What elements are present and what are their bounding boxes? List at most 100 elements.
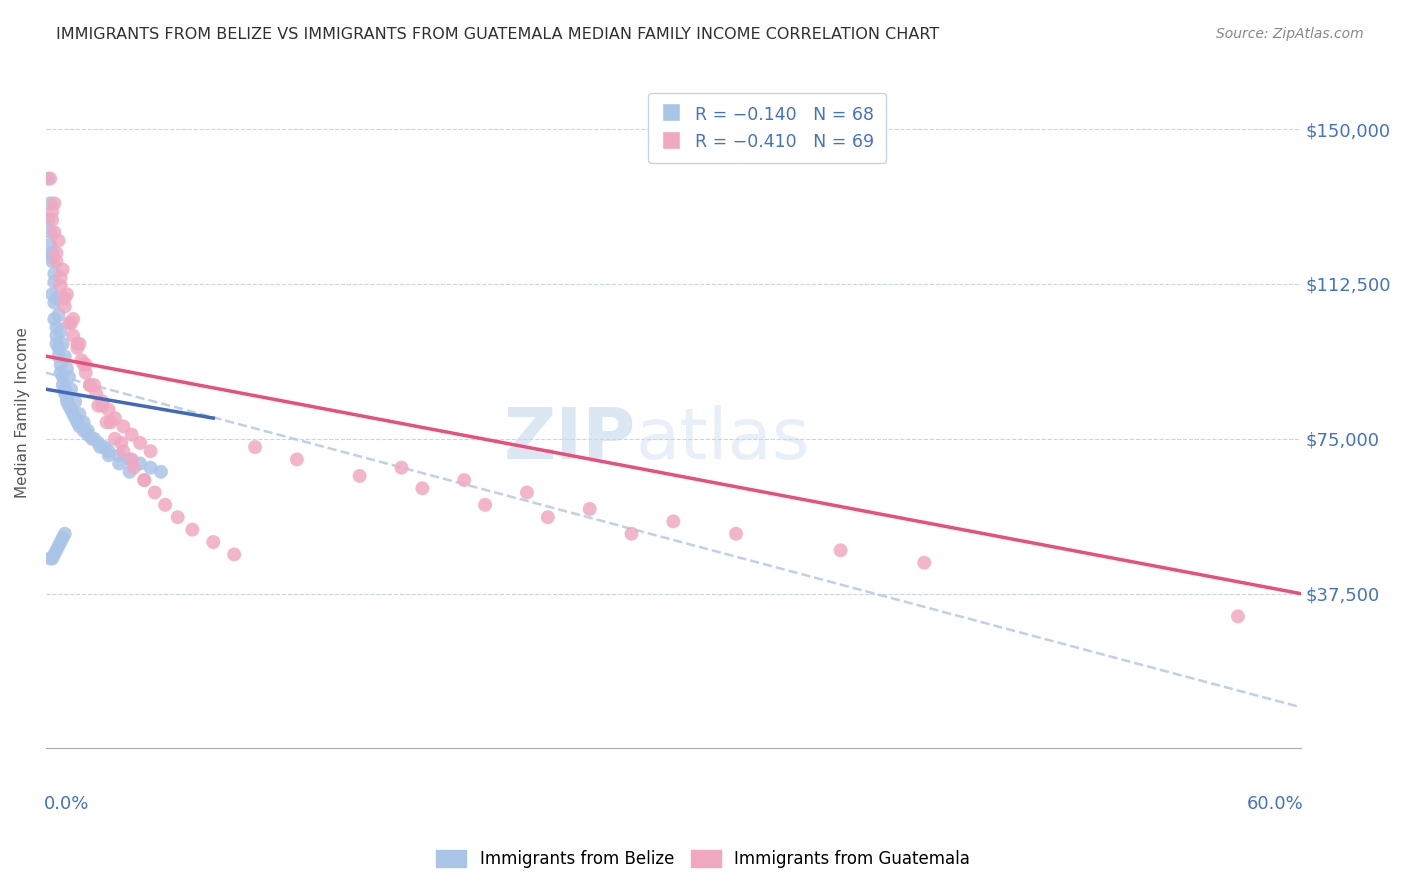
Point — [53, 382, 76, 396]
Point — [48, 539, 70, 553]
Point — [149, 465, 172, 479]
Point — [83, 378, 105, 392]
Point — [58, 399, 80, 413]
Point — [166, 510, 188, 524]
Point — [58, 316, 80, 330]
Y-axis label: Median Family Income: Median Family Income — [15, 327, 30, 499]
Point — [41, 254, 63, 268]
Point — [37, 171, 59, 186]
Text: 0.0%: 0.0% — [44, 796, 89, 814]
Point — [83, 432, 105, 446]
Text: 60.0%: 60.0% — [1246, 796, 1303, 814]
Point — [60, 382, 83, 396]
Point — [60, 402, 83, 417]
Point — [66, 341, 89, 355]
Point — [49, 270, 72, 285]
Point — [44, 312, 66, 326]
Point — [66, 336, 89, 351]
Point — [41, 287, 63, 301]
Point — [56, 287, 79, 301]
Point — [65, 411, 87, 425]
Point — [453, 473, 475, 487]
Point — [122, 460, 145, 475]
Point — [1226, 609, 1249, 624]
Point — [91, 399, 114, 413]
Point — [58, 369, 80, 384]
Point — [62, 312, 84, 326]
Point — [75, 358, 97, 372]
Point — [45, 246, 67, 260]
Text: IMMIGRANTS FROM BELIZE VS IMMIGRANTS FROM GUATEMALA MEDIAN FAMILY INCOME CORRELA: IMMIGRANTS FROM BELIZE VS IMMIGRANTS FRO… — [56, 27, 939, 42]
Point — [45, 328, 67, 343]
Point — [39, 171, 62, 186]
Point — [129, 436, 152, 450]
Point — [45, 320, 67, 334]
Point — [89, 440, 111, 454]
Point — [662, 514, 685, 528]
Point — [118, 465, 141, 479]
Point — [97, 402, 120, 417]
Point — [65, 394, 87, 409]
Point — [91, 394, 114, 409]
Point — [349, 469, 371, 483]
Point — [112, 419, 135, 434]
Legend: Immigrants from Belize, Immigrants from Guatemala: Immigrants from Belize, Immigrants from … — [430, 843, 976, 875]
Point — [139, 444, 162, 458]
Point — [67, 407, 90, 421]
Point — [41, 246, 63, 260]
Point — [181, 523, 204, 537]
Point — [53, 291, 76, 305]
Point — [52, 336, 75, 351]
Point — [45, 291, 67, 305]
Point — [129, 457, 152, 471]
Point — [87, 436, 110, 450]
Point — [56, 391, 79, 405]
Point — [84, 386, 107, 401]
Point — [104, 432, 127, 446]
Point — [49, 535, 72, 549]
Point — [153, 498, 176, 512]
Point — [39, 225, 62, 239]
Point — [52, 531, 75, 545]
Point — [49, 279, 72, 293]
Point — [53, 300, 76, 314]
Point — [537, 510, 560, 524]
Point — [56, 394, 79, 409]
Point — [44, 267, 66, 281]
Point — [48, 341, 70, 355]
Point — [112, 444, 135, 458]
Point — [45, 543, 67, 558]
Point — [110, 436, 132, 450]
Point — [39, 196, 62, 211]
Text: ZIP: ZIP — [503, 405, 636, 475]
Point — [97, 448, 120, 462]
Point — [45, 336, 67, 351]
Point — [75, 366, 97, 380]
Point — [79, 378, 101, 392]
Point — [108, 457, 131, 471]
Point — [912, 556, 935, 570]
Point — [121, 427, 143, 442]
Point — [44, 275, 66, 289]
Legend: R = −0.140   N = 68, R = −0.410   N = 69: R = −0.140 N = 68, R = −0.410 N = 69 — [648, 93, 886, 163]
Point — [87, 399, 110, 413]
Point — [516, 485, 538, 500]
Point — [72, 358, 94, 372]
Point — [830, 543, 852, 558]
Point — [104, 411, 127, 425]
Point — [53, 349, 76, 363]
Point — [620, 526, 643, 541]
Point — [44, 225, 66, 239]
Point — [39, 551, 62, 566]
Point — [391, 460, 413, 475]
Text: Source: ZipAtlas.com: Source: ZipAtlas.com — [1216, 27, 1364, 41]
Point — [52, 262, 75, 277]
Point — [724, 526, 747, 541]
Point — [108, 448, 131, 462]
Point — [134, 473, 156, 487]
Point — [72, 424, 94, 438]
Point — [44, 295, 66, 310]
Point — [202, 535, 225, 549]
Point — [48, 349, 70, 363]
Point — [76, 427, 98, 442]
